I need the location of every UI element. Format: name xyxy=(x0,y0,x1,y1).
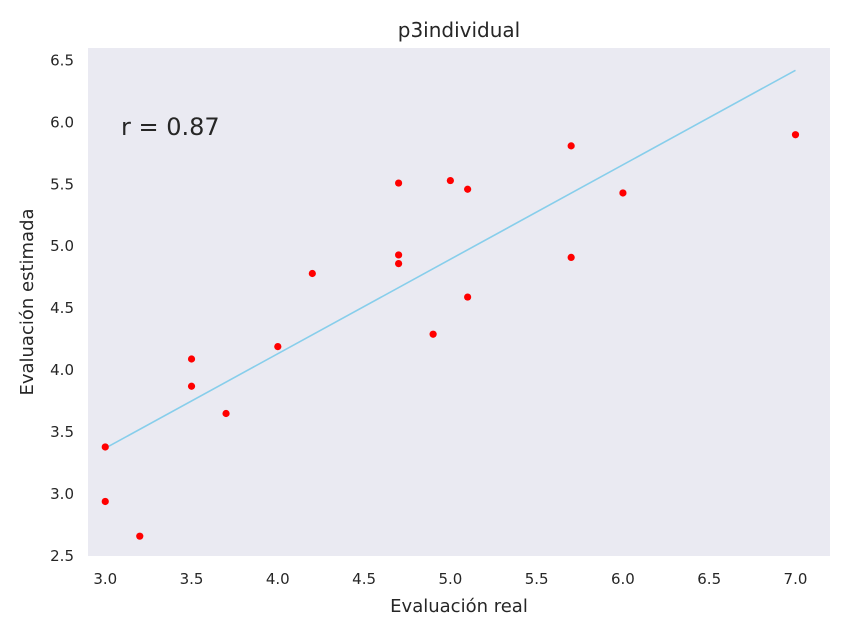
correlation-annotation: r = 0.87 xyxy=(121,113,220,141)
data-point xyxy=(619,189,627,197)
data-point xyxy=(136,532,144,540)
data-point xyxy=(429,330,437,338)
x-tick-label: 3.0 xyxy=(93,570,117,588)
data-point xyxy=(187,355,196,363)
data-point xyxy=(101,497,109,506)
data-point xyxy=(446,176,454,185)
data-point xyxy=(395,259,403,268)
data-point xyxy=(567,142,575,150)
x-tick-label: 7.0 xyxy=(784,570,808,588)
plot-background xyxy=(88,48,830,556)
data-point xyxy=(567,253,575,261)
x-tick-label: 5.0 xyxy=(438,570,462,588)
y-axis-label: Evaluación estimada xyxy=(17,208,38,395)
data-point xyxy=(395,251,403,259)
y-tick-label: 3.0 xyxy=(50,485,74,503)
y-tick-label: 3.5 xyxy=(50,423,74,441)
x-axis-ticks: 3.0 3.5 4.0 4.5 5.0 5.5 6.0 6.5 7.0 xyxy=(93,570,807,588)
data-point xyxy=(222,409,230,418)
data-point xyxy=(464,293,472,301)
data-point xyxy=(274,343,282,351)
y-tick-label: 4.5 xyxy=(50,299,74,317)
x-tick-label: 4.5 xyxy=(352,570,376,588)
data-point xyxy=(308,269,316,278)
data-point xyxy=(791,131,800,139)
x-tick-label: 5.5 xyxy=(525,570,549,588)
x-tick-label: 6.0 xyxy=(611,570,635,588)
chart-title: p3individual xyxy=(398,18,520,42)
x-axis-label: Evaluación real xyxy=(390,596,528,617)
data-point xyxy=(464,185,472,193)
data-points xyxy=(101,131,800,540)
data-point xyxy=(187,382,196,390)
y-tick-label: 6.0 xyxy=(50,113,74,131)
regression-line xyxy=(104,69,796,449)
y-axis-ticks: 2.5 3.0 3.5 4.0 4.5 5.0 5.5 6.0 6.5 xyxy=(50,51,74,565)
y-tick-label: 5.5 xyxy=(50,175,74,193)
y-tick-label: 4.0 xyxy=(50,361,74,379)
y-tick-label: 2.5 xyxy=(50,547,74,565)
x-tick-label: 6.5 xyxy=(697,570,721,588)
data-point xyxy=(101,443,109,451)
y-tick-label: 5.0 xyxy=(50,237,74,255)
x-tick-label: 3.5 xyxy=(180,570,204,588)
data-point xyxy=(395,179,403,187)
y-tick-label: 6.5 xyxy=(50,51,74,69)
x-tick-label: 4.0 xyxy=(266,570,290,588)
